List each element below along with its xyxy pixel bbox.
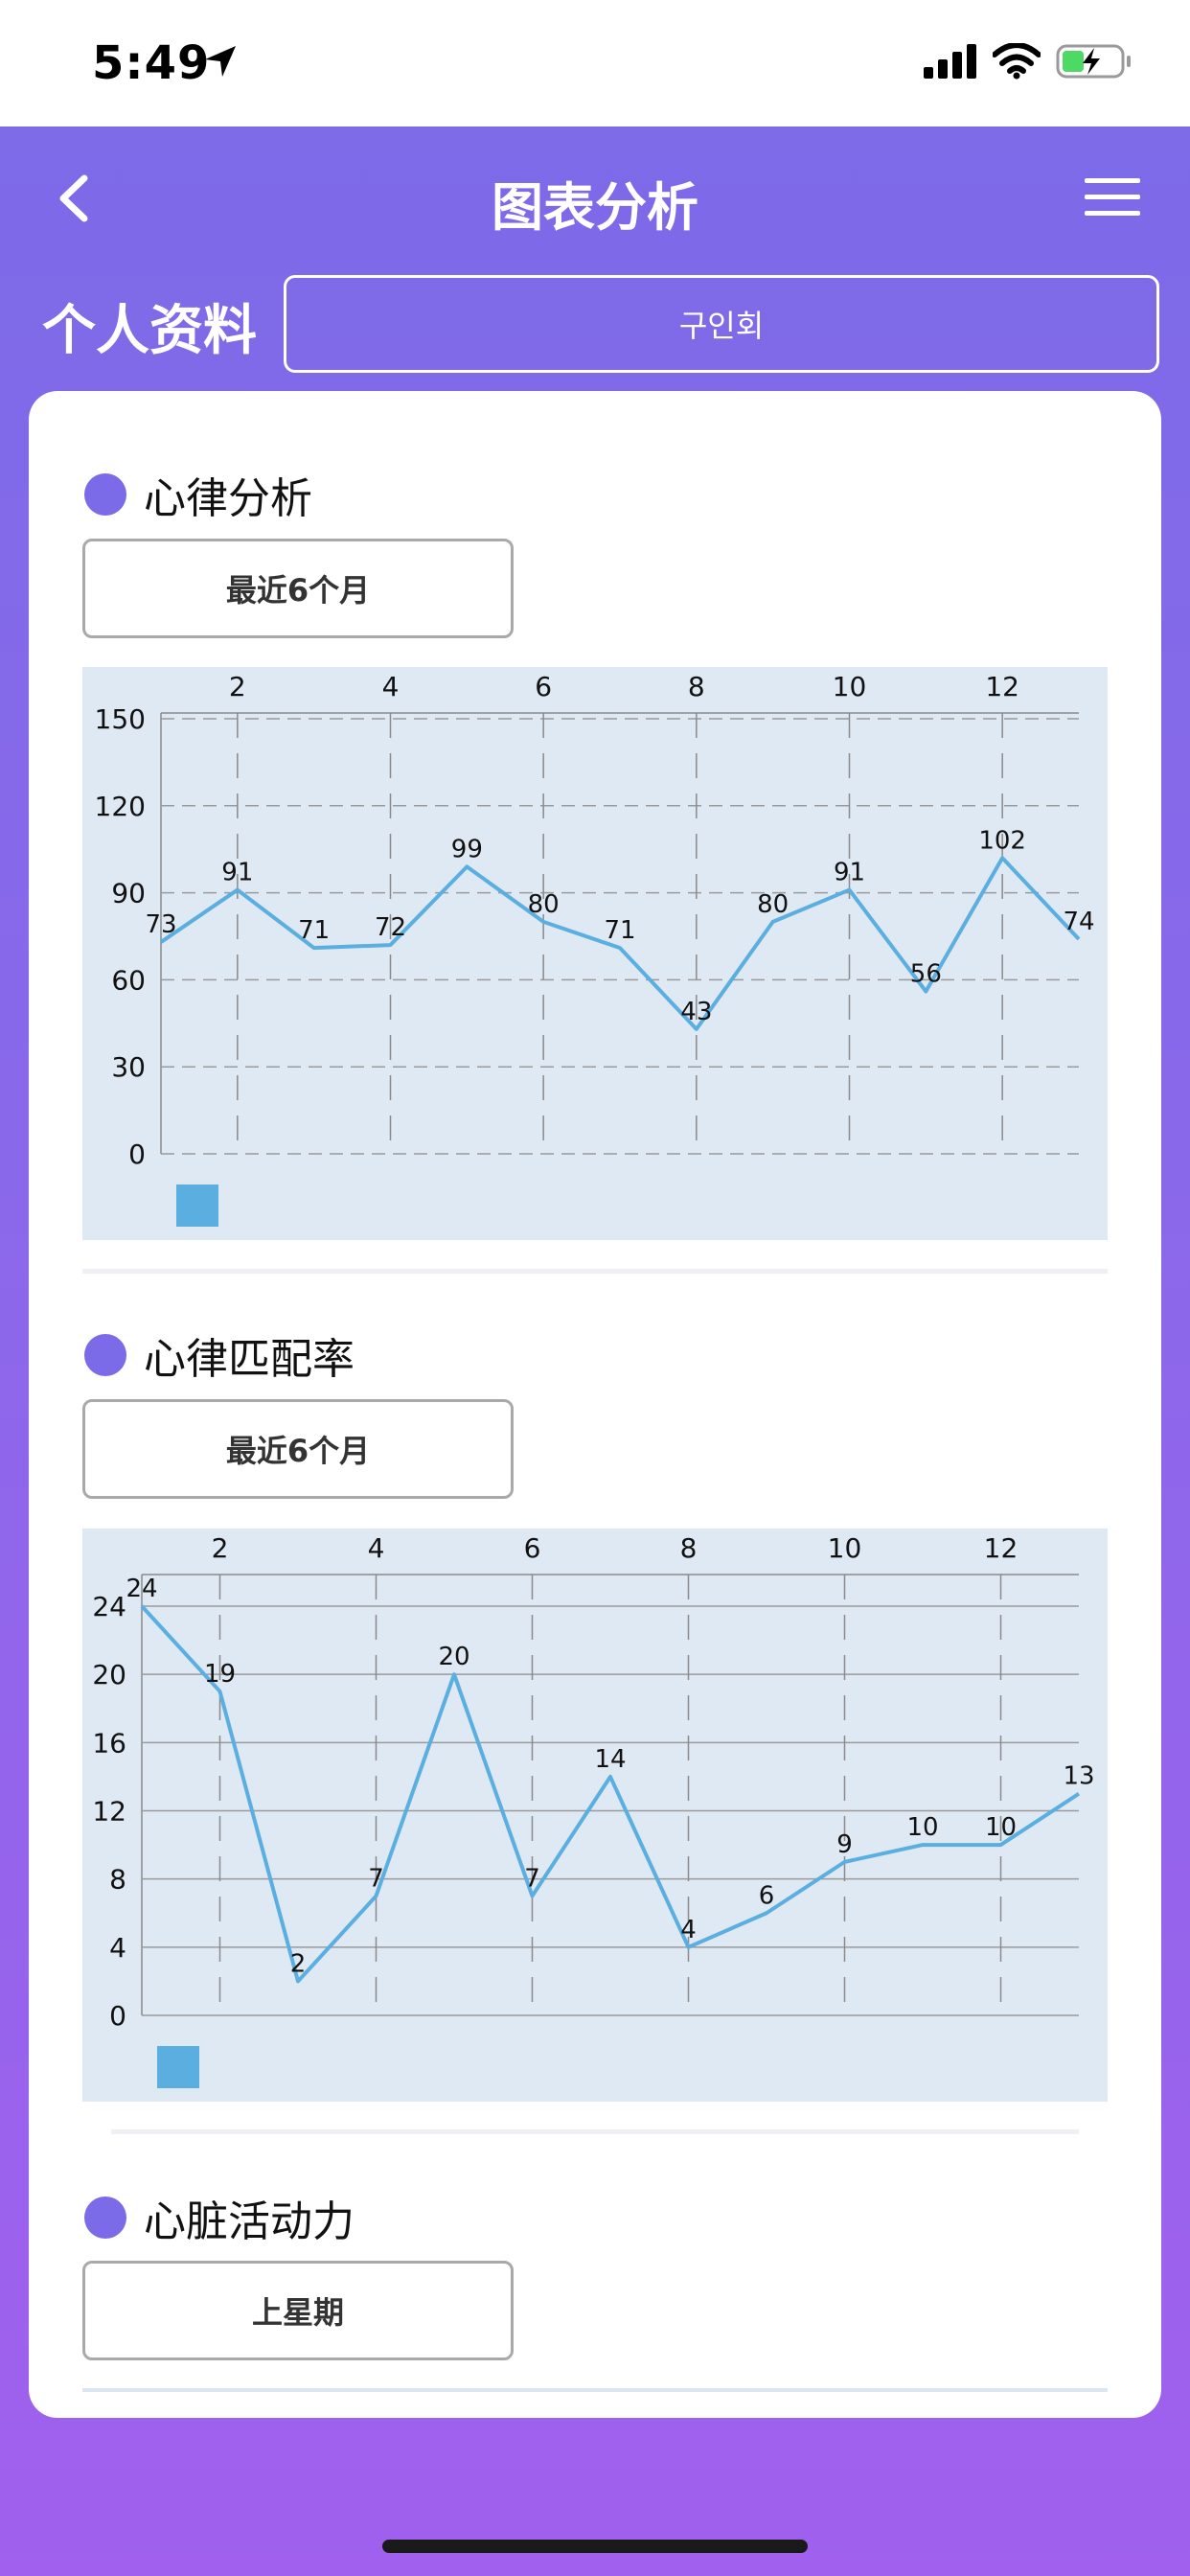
data-label: 14 [594, 1745, 626, 1774]
data-label: 80 [528, 890, 560, 919]
section-title-heart-activity: 心脏活动力 [84, 2187, 355, 2248]
x-tick-label: 12 [984, 1532, 1018, 1564]
page-title: 图表分析 [492, 177, 698, 238]
cellular-signal-icon [924, 44, 976, 79]
y-tick-label: 8 [109, 1864, 126, 1896]
data-label: 2 [290, 1949, 307, 1978]
series-line [140, 1604, 1081, 1984]
heart-rhythm-chart: 0 30 60 90 120 150 2 4 6 8 10 12 73 91 71 72 99 80 71 43 80 9… [82, 667, 1108, 1240]
data-label: 74 [1063, 908, 1094, 936]
data-label: 99 [451, 835, 483, 863]
x-tick-label: 8 [680, 1532, 698, 1564]
data-label: 91 [221, 859, 253, 887]
range-select-button-3[interactable]: 上星期 [82, 2261, 514, 2360]
x-tick-label: 6 [535, 671, 552, 702]
data-label: 20 [438, 1643, 469, 1671]
data-label: 7 [368, 1864, 384, 1893]
data-label: 19 [204, 1660, 236, 1689]
x-tick-label: 2 [229, 671, 246, 702]
x-tick-label: 6 [524, 1532, 541, 1564]
wifi-icon [993, 43, 1041, 80]
location-arrow-icon [205, 46, 236, 77]
y-tick-label: 12 [92, 1796, 126, 1828]
y-tick-label: 20 [92, 1659, 126, 1690]
data-label: 13 [1063, 1762, 1094, 1791]
x-tick-label: 10 [833, 671, 867, 702]
profile-selector[interactable]: 구인회 [284, 275, 1159, 373]
x-tick-label: 4 [382, 671, 400, 702]
data-label: 71 [604, 916, 635, 945]
y-tick-label: 0 [128, 1138, 146, 1170]
section-title-text: 心律分析 [144, 474, 312, 523]
data-label: 10 [985, 1813, 1017, 1842]
data-label: 71 [298, 916, 330, 945]
range-select-button-2[interactable]: 最近6个月 [82, 1399, 514, 1499]
section-title-text: 心脏活动力 [144, 2197, 355, 2246]
data-label: 9 [836, 1830, 853, 1859]
legend-swatch [157, 2046, 199, 2088]
series-line [159, 856, 1081, 1031]
data-label: 102 [978, 826, 1026, 855]
section-title-text: 心律匹配率 [144, 1335, 355, 1384]
y-tick-label: 0 [109, 2000, 126, 2032]
data-label: 56 [910, 960, 942, 989]
y-tick-label: 16 [92, 1727, 126, 1759]
battery-charging-icon [1056, 44, 1131, 79]
data-label: 73 [145, 910, 176, 939]
data-label: 7 [524, 1864, 540, 1893]
y-tick-label: 60 [111, 964, 146, 996]
section-divider [82, 1269, 1108, 1274]
x-tick-label: 10 [828, 1532, 862, 1564]
section-divider [111, 2129, 1079, 2134]
x-tick-label: 12 [985, 671, 1019, 702]
nav-bar: 图表分析 [0, 126, 1190, 270]
data-label: 43 [680, 998, 712, 1026]
data-label: 6 [759, 1881, 775, 1910]
data-label: 72 [375, 913, 406, 942]
back-chevron-icon[interactable] [52, 174, 100, 222]
home-indicator [382, 2540, 808, 2553]
profile-label: 个人资料 [42, 300, 257, 362]
y-tick-label: 90 [111, 878, 146, 909]
heart-rhythm-chart-svg: 0 30 60 90 120 150 2 4 6 8 10 12 73 91 71 72 99 80 71 43 80 9… [95, 671, 1095, 1227]
data-label: 10 [906, 1813, 938, 1842]
data-label: 91 [834, 859, 865, 887]
rhythm-match-chart: 0 4 8 12 16 20 24 2 4 6 8 10 12 24 19 2 7 20 7 14 4 6 9 10 10 13 [82, 1529, 1108, 2102]
range-select-button-1[interactable]: 最近6个月 [82, 539, 514, 638]
y-tick-label: 120 [95, 791, 146, 822]
data-label: 24 [126, 1575, 157, 1603]
section-bullet [84, 1334, 126, 1376]
x-tick-label: 4 [368, 1532, 385, 1564]
x-tick-label: 2 [212, 1532, 229, 1564]
content-card: 心律分析 最近6个月 0 30 60 90 120 150 2 4 6 8 10 12 73 91 71 72… [29, 391, 1161, 2418]
y-tick-label: 4 [109, 1932, 126, 1964]
x-tick-label: 8 [688, 671, 705, 702]
y-tick-label: 150 [95, 703, 146, 735]
section-title-heart-rhythm: 心律分析 [84, 464, 312, 525]
section-bullet [84, 2196, 126, 2239]
y-tick-label: 30 [111, 1051, 146, 1083]
status-bar: 5:49 [0, 0, 1190, 126]
hamburger-menu-icon[interactable] [1085, 176, 1140, 218]
section-title-rhythm-match: 心律匹配率 [84, 1324, 355, 1386]
section-divider [82, 2388, 1108, 2392]
data-label: 4 [680, 1916, 697, 1944]
data-label: 80 [757, 890, 789, 919]
y-tick-label: 24 [92, 1591, 126, 1622]
legend-swatch [176, 1184, 218, 1227]
status-time: 5:49 [92, 36, 211, 90]
section-bullet [84, 473, 126, 516]
